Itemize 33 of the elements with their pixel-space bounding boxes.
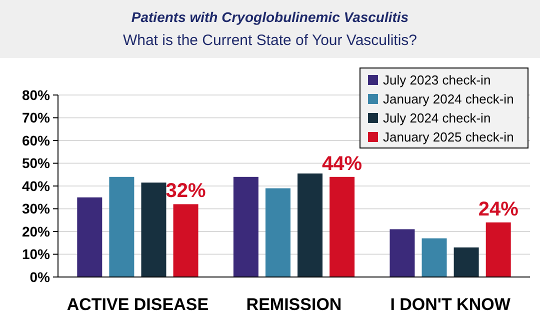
legend-label: July 2023 check-in	[383, 72, 491, 88]
bar	[454, 247, 479, 277]
bar	[265, 188, 290, 277]
bar	[330, 176, 355, 277]
y-tick-label: 20%	[22, 223, 51, 240]
bar	[141, 182, 166, 277]
bar	[109, 176, 134, 277]
x-tick-label: REMISSION	[246, 295, 342, 314]
data-label: 32%	[166, 180, 206, 202]
y-tick-label: 40%	[22, 178, 51, 194]
bar	[77, 197, 102, 277]
legend-label: January 2025 check-in	[383, 130, 514, 145]
bar	[233, 176, 258, 277]
chart-title: Patients with Cryoglobulinemic Vasculitis	[131, 9, 409, 25]
data-label: 44%	[322, 152, 362, 175]
legend-label: January 2024 check-in	[383, 92, 514, 107]
bar	[298, 173, 323, 277]
bar	[486, 222, 511, 277]
bar	[173, 204, 198, 277]
y-tick-label: 0%	[30, 268, 51, 285]
bar	[422, 238, 447, 277]
bar	[390, 229, 415, 277]
x-tick-label: ACTIVE DISEASE	[66, 295, 209, 314]
legend-label: July 2024 check-in	[383, 110, 491, 126]
y-tick-label: 10%	[22, 246, 51, 262]
data-label: 24%	[478, 198, 519, 220]
y-tick-label: 70%	[22, 110, 51, 126]
chart-subtitle: What is the Current State of Your Vasculitis?	[122, 32, 418, 49]
y-tick-label: 60%	[22, 132, 51, 148]
y-tick-label: 30%	[22, 200, 51, 217]
y-tick-label: 80%	[22, 86, 51, 103]
y-tick-label: 50%	[22, 155, 51, 172]
x-tick-label: I DON'T KNOW	[390, 295, 512, 314]
